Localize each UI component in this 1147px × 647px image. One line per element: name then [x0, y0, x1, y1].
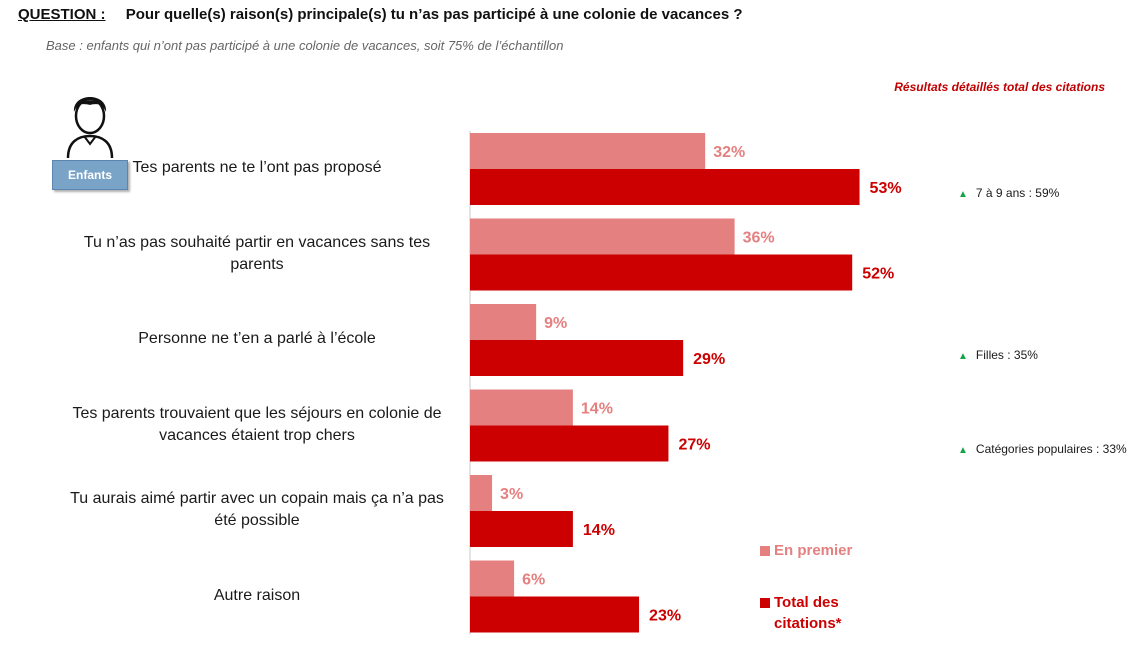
- base-text: Base : enfants qui n’ont pas participé à…: [46, 38, 564, 53]
- category-label-2: Personne ne t’en a parlé à l’école: [138, 330, 376, 347]
- bar-total-3: [470, 425, 669, 462]
- legend-label-0: En premier: [774, 542, 853, 559]
- green-triangle-icon: ▲: [958, 445, 968, 456]
- bar-en-premier-4: [470, 475, 493, 511]
- value-label-en-premier-0: 32%: [713, 144, 745, 161]
- note-2: ▲ Catégories populaires : 33%: [958, 442, 1127, 456]
- value-label-en-premier-5: 6%: [522, 572, 545, 589]
- value-label-total-2: 29%: [693, 351, 725, 368]
- value-label-total-1: 52%: [862, 266, 894, 283]
- note-text: Filles : 35%: [975, 348, 1038, 362]
- bar-total-4: [470, 511, 573, 547]
- value-label-en-premier-4: 3%: [500, 486, 523, 503]
- category-label-5: Autre raison: [213, 586, 301, 604]
- question-text: Pour quelle(s) raison(s) principale(s) t…: [125, 6, 743, 23]
- bar-en-premier-3: [470, 389, 573, 426]
- legend-label-1: Total des citations*: [774, 594, 842, 632]
- bar-en-premier-0: [470, 133, 706, 169]
- category-label-3: Tes parents trouvaient que les séjours e…: [72, 404, 442, 444]
- value-label-en-premier-1: 36%: [743, 230, 775, 247]
- boy-avatar-icon: [66, 97, 114, 158]
- enfants-badge: Enfants: [52, 160, 128, 190]
- question: QUESTION : Pour quelle(s) raison(s) prin…: [18, 6, 743, 23]
- value-label-en-premier-2: 9%: [544, 315, 567, 332]
- note-text: Catégories populaires : 33%: [975, 442, 1127, 456]
- value-label-en-premier-3: 14%: [581, 401, 613, 418]
- value-label-total-4: 14%: [583, 522, 615, 539]
- value-label-total-3: 27%: [678, 437, 710, 454]
- bar-total-1: [470, 254, 853, 291]
- legend-swatch-1: [760, 598, 770, 609]
- bar-en-premier-2: [470, 304, 537, 340]
- note-text: 7 à 9 ans : 59%: [975, 186, 1060, 200]
- green-triangle-icon: ▲: [958, 351, 968, 362]
- bar-total-2: [470, 340, 684, 376]
- value-label-total-0: 53%: [870, 180, 902, 197]
- legend-item-1: Total des citations*: [760, 592, 864, 634]
- green-triangle-icon: ▲: [958, 189, 968, 200]
- bar-en-premier-5: [470, 560, 515, 597]
- value-label-total-5: 23%: [649, 608, 681, 625]
- note-1: ▲ Filles : 35%: [958, 348, 1038, 362]
- category-label-0: Tes parents ne te l’ont pas proposé: [132, 159, 382, 176]
- legend-swatch-0: [760, 546, 770, 557]
- results-note: Résultats détaillés total des citations: [894, 80, 1105, 94]
- bar-en-premier-1: [470, 218, 735, 255]
- category-label-4: Tu aurais aimé partir avec un copain mai…: [70, 490, 444, 529]
- question-label: QUESTION :: [18, 6, 106, 23]
- note-0: ▲ 7 à 9 ans : 59%: [958, 186, 1059, 200]
- bar-total-5: [470, 596, 640, 633]
- category-label-1: Tu n’as pas souhaité partir en vacances …: [83, 233, 431, 273]
- bar-total-0: [470, 169, 860, 205]
- legend-item-0: En premier: [760, 540, 852, 561]
